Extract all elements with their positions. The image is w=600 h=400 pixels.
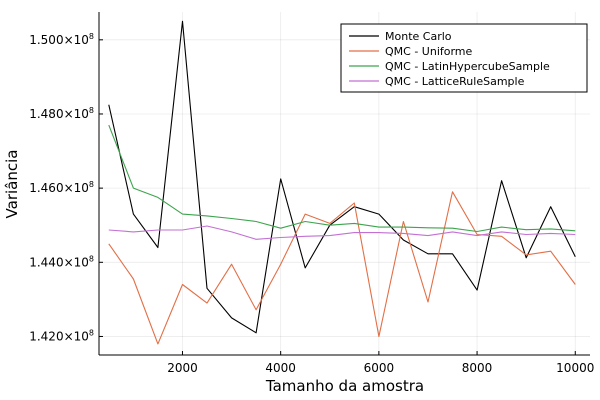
legend: Monte Carlo QMC - Uniforme QMC - LatinHype…: [340, 23, 588, 93]
y-tick-label: 1.440×108: [29, 254, 94, 269]
x-tick-label: 8000: [462, 361, 493, 375]
series-line-1: [108, 20, 576, 334]
y-tick-mantissa: 1.480: [29, 107, 63, 121]
y-tick-exponent: 8: [89, 180, 94, 189]
series-layer: [108, 20, 576, 345]
series-line-3: [108, 124, 576, 233]
y-tick-times: ×10: [64, 329, 89, 343]
y-tick-mantissa: 1.460: [29, 181, 63, 195]
y-tick-label: 1.500×108: [29, 32, 94, 47]
y-tick-exponent: 8: [89, 254, 94, 263]
y-tick-exponent: 8: [89, 32, 94, 41]
y-tick-exponent: 8: [89, 328, 94, 337]
x-tick-label: 4000: [265, 361, 296, 375]
series-line-2: [108, 191, 576, 345]
y-tick-times: ×10: [64, 33, 89, 47]
y-tick-label: 1.420×108: [29, 328, 94, 343]
x-tick-label: 6000: [364, 361, 395, 375]
ticks: 2000 4000 6000 8000 100001.420×1081.440×1081…: [29, 32, 594, 375]
legend-box: [340, 23, 588, 93]
y-tick-mantissa: 1.500: [29, 33, 63, 47]
y-tick-times: ×10: [64, 181, 89, 195]
y-axis-title: Variância: [3, 150, 21, 219]
y-tick-mantissa: 1.420: [29, 329, 63, 343]
x-tick-label: 2000: [167, 361, 198, 375]
series-line-4: [108, 225, 576, 240]
y-tick-label: 1.460×108: [29, 180, 94, 195]
x-tick-label: 10000: [556, 361, 594, 375]
legend-label: QMC - LatticeRuleSample: [385, 75, 525, 88]
y-tick-times: ×10: [64, 107, 89, 121]
axes: [98, 12, 590, 356]
y-tick-exponent: 8: [89, 106, 94, 115]
y-tick-label: 1.480×108: [29, 106, 94, 121]
legend-label: QMC - LatinHypercubeSample: [385, 60, 550, 73]
legend-label: Monte Carlo: [385, 30, 452, 43]
legend-label: QMC - Uniforme: [385, 45, 473, 58]
x-axis-title: Tamanho da amostra: [265, 377, 424, 395]
y-tick-times: ×10: [64, 255, 89, 269]
y-tick-mantissa: 1.440: [29, 255, 63, 269]
